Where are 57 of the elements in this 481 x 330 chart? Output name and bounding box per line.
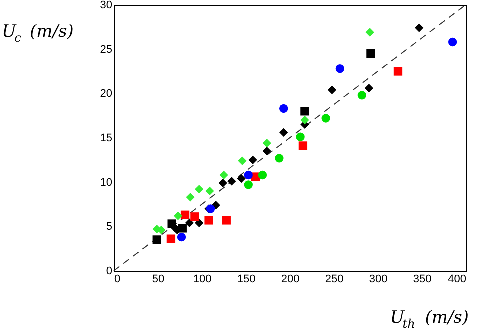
point <box>394 67 403 76</box>
y-tick-label: 0 <box>106 266 112 278</box>
point <box>220 170 228 180</box>
point <box>300 107 310 116</box>
y-tick-label: 10 <box>100 176 112 189</box>
point <box>366 28 374 37</box>
point <box>238 156 247 166</box>
point <box>190 212 200 222</box>
point <box>358 91 366 100</box>
x-tick-label: 400 <box>448 274 466 286</box>
point <box>258 170 268 180</box>
x-tick-label: 200 <box>281 274 300 286</box>
y-tick-label: 25 <box>100 44 112 56</box>
point <box>280 104 288 114</box>
point <box>296 132 305 142</box>
point <box>206 186 214 196</box>
point <box>275 154 284 163</box>
x-tick-label: 0 <box>114 274 121 286</box>
point <box>244 170 253 180</box>
point <box>204 216 214 225</box>
y-tick-label: 15 <box>100 132 112 144</box>
y-tick-label: 20 <box>100 88 112 100</box>
point <box>174 212 183 220</box>
x-tick-label: 250 <box>325 274 344 286</box>
point <box>336 64 344 74</box>
point <box>185 218 194 228</box>
point <box>166 234 176 244</box>
point <box>262 138 272 148</box>
x-tick-label: 50 <box>152 274 165 286</box>
point <box>364 84 374 93</box>
point <box>244 180 253 190</box>
x-tick-label: 100 <box>193 274 212 286</box>
point <box>448 38 458 47</box>
x-tick-label: 350 <box>413 274 432 286</box>
point <box>186 193 195 202</box>
point <box>328 86 337 94</box>
point <box>262 146 272 156</box>
point <box>180 210 190 220</box>
point <box>322 114 330 123</box>
y-tick-label: 30 <box>100 0 112 12</box>
point <box>195 218 204 228</box>
point <box>366 49 376 58</box>
point <box>298 142 308 150</box>
x-tick-label: 300 <box>369 274 388 286</box>
point <box>195 185 204 194</box>
point <box>152 236 162 244</box>
point <box>280 128 288 138</box>
point <box>237 174 246 184</box>
point <box>300 116 310 125</box>
point <box>222 216 231 225</box>
x-tick-label: 150 <box>237 274 256 286</box>
point <box>218 178 228 188</box>
point <box>228 177 236 186</box>
point <box>415 24 424 32</box>
point <box>248 156 258 164</box>
point <box>177 232 186 242</box>
y-tick-label: 5 <box>106 221 112 234</box>
